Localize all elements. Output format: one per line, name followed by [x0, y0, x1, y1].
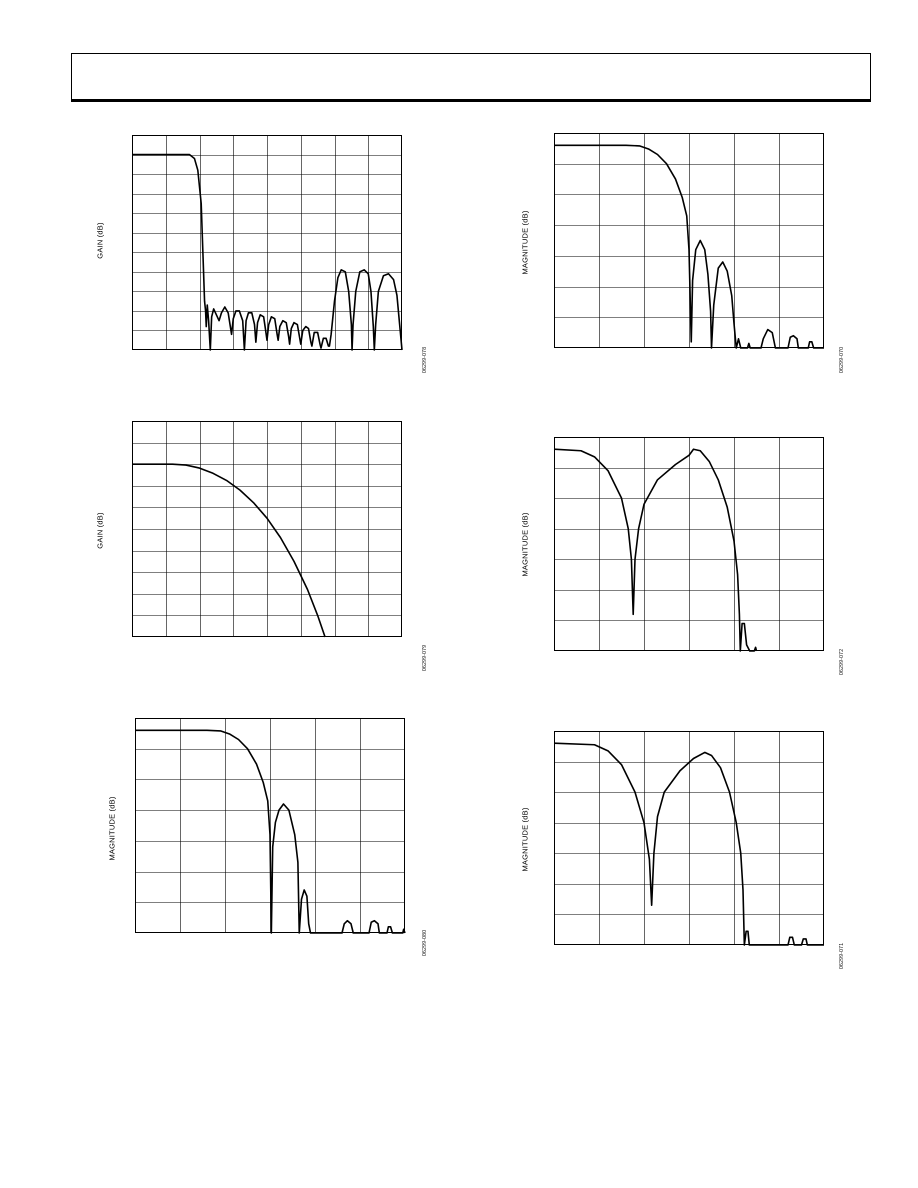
figure-id: 06299-078	[422, 346, 428, 374]
response-trace	[132, 463, 326, 638]
chart-gain-response-1	[132, 135, 403, 351]
response-trace	[132, 153, 403, 351]
y-axis-label: MAGNITUDE (dB)	[520, 807, 530, 872]
chart-magnitude-response-2	[554, 133, 824, 349]
plot-frame	[132, 421, 402, 637]
y-axis-label: GAIN (dB)	[95, 512, 105, 549]
chart-magnitude-response-1	[135, 718, 406, 934]
figure-id: 06299-072	[839, 648, 845, 676]
plot-frame	[554, 731, 824, 945]
figure-id: 06299-079	[422, 644, 428, 672]
plot-frame	[554, 437, 824, 651]
plot-frame	[554, 133, 824, 348]
response-trace	[553, 448, 758, 652]
response-trace	[553, 742, 824, 946]
chart-magnitude-response-3	[553, 437, 824, 652]
chart-magnitude-response-4	[553, 731, 824, 946]
y-axis-label: MAGNITUDE (dB)	[520, 512, 530, 577]
figure-id: 06299-070	[839, 346, 845, 374]
y-axis-label: MAGNITUDE (dB)	[520, 210, 530, 275]
response-trace	[135, 729, 406, 934]
response-trace	[554, 144, 824, 349]
plot-frame	[132, 135, 402, 350]
plot-frame	[135, 718, 405, 933]
chart-gain-response-2	[132, 421, 402, 638]
figure-id: 06299-080	[422, 929, 428, 957]
figure-id: 06299-071	[839, 942, 845, 970]
y-axis-label: GAIN (dB)	[95, 222, 105, 259]
y-axis-label: MAGNITUDE (dB)	[107, 796, 117, 861]
page-header-box	[71, 53, 871, 102]
